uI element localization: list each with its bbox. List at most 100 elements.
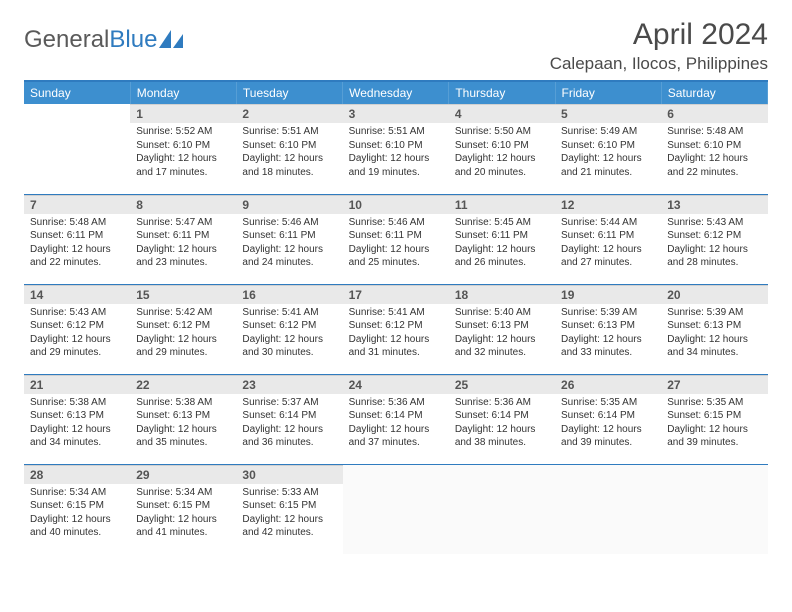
day-number: 4 <box>449 104 555 123</box>
calendar-cell: 10Sunrise: 5:46 AMSunset: 6:11 PMDayligh… <box>343 194 449 284</box>
day-body: Sunrise: 5:48 AMSunset: 6:11 PMDaylight:… <box>24 214 130 274</box>
day-body: Sunrise: 5:36 AMSunset: 6:14 PMDaylight:… <box>343 394 449 454</box>
calendar-cell: 20Sunrise: 5:39 AMSunset: 6:13 PMDayligh… <box>661 284 767 374</box>
calendar-cell: 24Sunrise: 5:36 AMSunset: 6:14 PMDayligh… <box>343 374 449 464</box>
weekday-header: Thursday <box>449 81 555 104</box>
day-number: 23 <box>236 375 342 394</box>
day-number: 21 <box>24 375 130 394</box>
day-number: 6 <box>661 104 767 123</box>
logo-text-general: General <box>24 26 109 54</box>
day-number: 8 <box>130 195 236 214</box>
calendar-cell: 9Sunrise: 5:46 AMSunset: 6:11 PMDaylight… <box>236 194 342 284</box>
calendar-cell: 1Sunrise: 5:52 AMSunset: 6:10 PMDaylight… <box>130 104 236 194</box>
day-number: 27 <box>661 375 767 394</box>
calendar-cell <box>24 104 130 194</box>
weekday-header: Saturday <box>661 81 767 104</box>
day-body: Sunrise: 5:35 AMSunset: 6:14 PMDaylight:… <box>555 394 661 454</box>
calendar-week-row: 21Sunrise: 5:38 AMSunset: 6:13 PMDayligh… <box>24 374 768 464</box>
calendar-cell: 5Sunrise: 5:49 AMSunset: 6:10 PMDaylight… <box>555 104 661 194</box>
logo-text-blue: Blue <box>109 26 157 54</box>
weekday-header: Wednesday <box>343 81 449 104</box>
day-body: Sunrise: 5:51 AMSunset: 6:10 PMDaylight:… <box>343 123 449 183</box>
day-number: 2 <box>236 104 342 123</box>
weekday-header: Tuesday <box>236 81 342 104</box>
calendar-cell: 30Sunrise: 5:33 AMSunset: 6:15 PMDayligh… <box>236 464 342 554</box>
day-number: 24 <box>343 375 449 394</box>
location: Calepaan, Ilocos, Philippines <box>550 54 768 74</box>
day-number: 1 <box>130 104 236 123</box>
day-body: Sunrise: 5:37 AMSunset: 6:14 PMDaylight:… <box>236 394 342 454</box>
calendar-cell <box>449 464 555 554</box>
month-title: April 2024 <box>550 18 768 52</box>
day-body: Sunrise: 5:52 AMSunset: 6:10 PMDaylight:… <box>130 123 236 183</box>
day-body: Sunrise: 5:36 AMSunset: 6:14 PMDaylight:… <box>449 394 555 454</box>
day-body: Sunrise: 5:48 AMSunset: 6:10 PMDaylight:… <box>661 123 767 183</box>
calendar-cell: 3Sunrise: 5:51 AMSunset: 6:10 PMDaylight… <box>343 104 449 194</box>
day-number: 15 <box>130 285 236 304</box>
calendar-cell: 2Sunrise: 5:51 AMSunset: 6:10 PMDaylight… <box>236 104 342 194</box>
weekday-header-row: Sunday Monday Tuesday Wednesday Thursday… <box>24 81 768 104</box>
day-body: Sunrise: 5:41 AMSunset: 6:12 PMDaylight:… <box>343 304 449 364</box>
day-number: 22 <box>130 375 236 394</box>
day-body: Sunrise: 5:38 AMSunset: 6:13 PMDaylight:… <box>24 394 130 454</box>
calendar-cell: 19Sunrise: 5:39 AMSunset: 6:13 PMDayligh… <box>555 284 661 374</box>
day-body: Sunrise: 5:46 AMSunset: 6:11 PMDaylight:… <box>236 214 342 274</box>
calendar-cell: 26Sunrise: 5:35 AMSunset: 6:14 PMDayligh… <box>555 374 661 464</box>
day-number: 7 <box>24 195 130 214</box>
day-number: 13 <box>661 195 767 214</box>
day-body: Sunrise: 5:49 AMSunset: 6:10 PMDaylight:… <box>555 123 661 183</box>
logo-sail-icon <box>159 30 187 50</box>
day-number: 29 <box>130 465 236 484</box>
day-number: 19 <box>555 285 661 304</box>
day-number: 9 <box>236 195 342 214</box>
day-body: Sunrise: 5:40 AMSunset: 6:13 PMDaylight:… <box>449 304 555 364</box>
day-body: Sunrise: 5:50 AMSunset: 6:10 PMDaylight:… <box>449 123 555 183</box>
calendar-cell: 7Sunrise: 5:48 AMSunset: 6:11 PMDaylight… <box>24 194 130 284</box>
day-number: 10 <box>343 195 449 214</box>
day-body: Sunrise: 5:34 AMSunset: 6:15 PMDaylight:… <box>24 484 130 544</box>
weekday-header: Friday <box>555 81 661 104</box>
calendar-cell: 29Sunrise: 5:34 AMSunset: 6:15 PMDayligh… <box>130 464 236 554</box>
day-number: 14 <box>24 285 130 304</box>
day-number: 17 <box>343 285 449 304</box>
calendar-cell <box>343 464 449 554</box>
day-body: Sunrise: 5:43 AMSunset: 6:12 PMDaylight:… <box>661 214 767 274</box>
calendar-week-row: 1Sunrise: 5:52 AMSunset: 6:10 PMDaylight… <box>24 104 768 194</box>
calendar-cell <box>555 464 661 554</box>
day-body: Sunrise: 5:39 AMSunset: 6:13 PMDaylight:… <box>555 304 661 364</box>
day-body: Sunrise: 5:34 AMSunset: 6:15 PMDaylight:… <box>130 484 236 544</box>
calendar-cell: 23Sunrise: 5:37 AMSunset: 6:14 PMDayligh… <box>236 374 342 464</box>
day-number: 20 <box>661 285 767 304</box>
day-number: 16 <box>236 285 342 304</box>
day-body: Sunrise: 5:39 AMSunset: 6:13 PMDaylight:… <box>661 304 767 364</box>
weekday-header: Monday <box>130 81 236 104</box>
header: GeneralBlue April 2024 Calepaan, Ilocos,… <box>24 18 768 74</box>
day-body: Sunrise: 5:38 AMSunset: 6:13 PMDaylight:… <box>130 394 236 454</box>
calendar-cell: 12Sunrise: 5:44 AMSunset: 6:11 PMDayligh… <box>555 194 661 284</box>
calendar-cell: 27Sunrise: 5:35 AMSunset: 6:15 PMDayligh… <box>661 374 767 464</box>
calendar-table: Sunday Monday Tuesday Wednesday Thursday… <box>24 80 768 554</box>
calendar-cell: 28Sunrise: 5:34 AMSunset: 6:15 PMDayligh… <box>24 464 130 554</box>
day-number: 26 <box>555 375 661 394</box>
day-body: Sunrise: 5:47 AMSunset: 6:11 PMDaylight:… <box>130 214 236 274</box>
calendar-cell: 22Sunrise: 5:38 AMSunset: 6:13 PMDayligh… <box>130 374 236 464</box>
day-number: 28 <box>24 465 130 484</box>
title-block: April 2024 Calepaan, Ilocos, Philippines <box>550 18 768 74</box>
calendar-week-row: 7Sunrise: 5:48 AMSunset: 6:11 PMDaylight… <box>24 194 768 284</box>
day-number: 11 <box>449 195 555 214</box>
day-body: Sunrise: 5:43 AMSunset: 6:12 PMDaylight:… <box>24 304 130 364</box>
calendar-cell: 18Sunrise: 5:40 AMSunset: 6:13 PMDayligh… <box>449 284 555 374</box>
calendar-cell: 8Sunrise: 5:47 AMSunset: 6:11 PMDaylight… <box>130 194 236 284</box>
calendar-cell: 6Sunrise: 5:48 AMSunset: 6:10 PMDaylight… <box>661 104 767 194</box>
calendar-cell: 25Sunrise: 5:36 AMSunset: 6:14 PMDayligh… <box>449 374 555 464</box>
day-body: Sunrise: 5:46 AMSunset: 6:11 PMDaylight:… <box>343 214 449 274</box>
calendar-week-row: 28Sunrise: 5:34 AMSunset: 6:15 PMDayligh… <box>24 464 768 554</box>
day-body: Sunrise: 5:41 AMSunset: 6:12 PMDaylight:… <box>236 304 342 364</box>
weekday-header: Sunday <box>24 81 130 104</box>
day-number: 5 <box>555 104 661 123</box>
day-body: Sunrise: 5:33 AMSunset: 6:15 PMDaylight:… <box>236 484 342 544</box>
calendar-cell: 15Sunrise: 5:42 AMSunset: 6:12 PMDayligh… <box>130 284 236 374</box>
calendar-cell <box>661 464 767 554</box>
day-number: 12 <box>555 195 661 214</box>
calendar-cell: 13Sunrise: 5:43 AMSunset: 6:12 PMDayligh… <box>661 194 767 284</box>
